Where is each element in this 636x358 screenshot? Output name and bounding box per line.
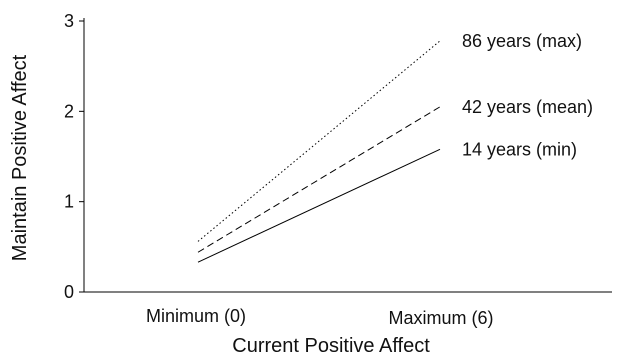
series-label-42-years: 42 years (mean) [462,97,593,117]
series-label-86-years: 86 years (max) [462,31,582,51]
x-tick-label-max: Maximum (6) [388,308,493,328]
x-tick-label-min: Minimum (0) [146,306,246,326]
series-line-42-years [197,106,441,253]
y-tick-label-0: 0 [64,282,74,302]
series-label-14-years: 14 years (min) [462,139,577,159]
series-line-86-years [197,40,441,242]
x-axis-title: Current Positive Affect [232,335,430,357]
series-line-14-years [197,148,441,263]
y-tick-label-3: 3 [64,11,74,31]
y-tick-label-2: 2 [64,101,74,121]
y-axis-title: Maintain Positive Affect [9,54,31,261]
y-tick-label-1: 1 [64,192,74,212]
